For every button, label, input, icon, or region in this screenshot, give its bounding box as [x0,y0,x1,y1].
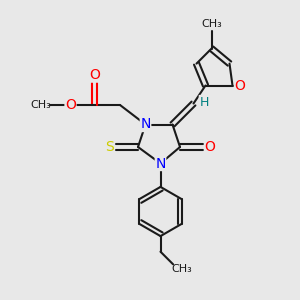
Text: O: O [65,98,76,112]
Text: CH₃: CH₃ [172,264,193,274]
Text: O: O [235,79,245,92]
Text: S: S [105,140,114,154]
Text: O: O [89,68,100,82]
Text: CH₃: CH₃ [201,19,222,29]
Text: H: H [199,95,209,109]
Text: O: O [205,140,215,154]
Text: CH₃: CH₃ [30,100,51,110]
Text: N: N [155,157,166,170]
Text: N: N [140,118,151,131]
